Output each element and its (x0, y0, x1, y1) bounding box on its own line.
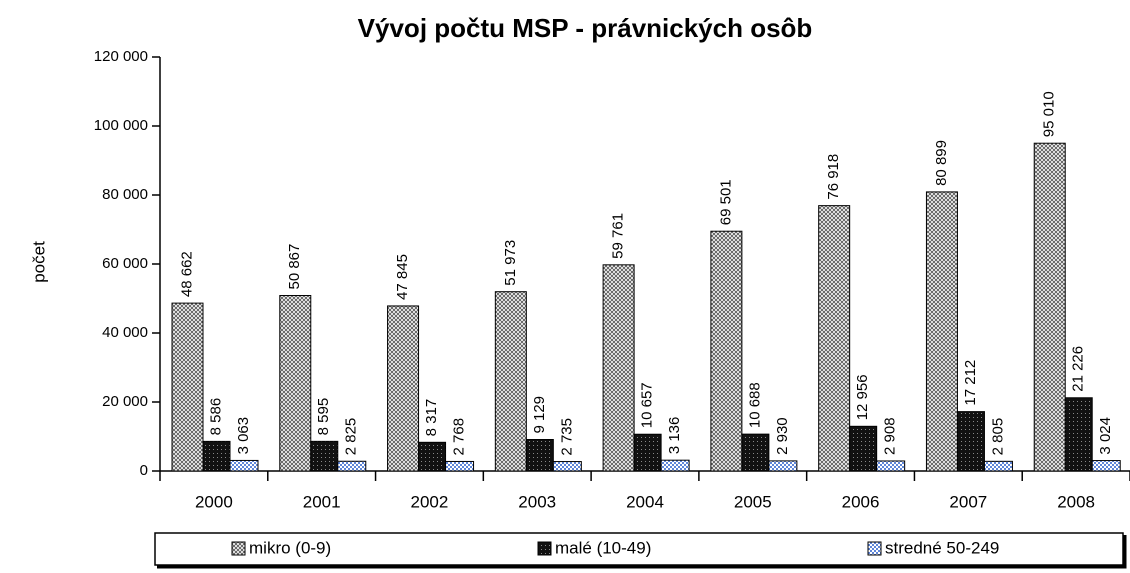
y-tick-label: 100 000 (94, 117, 148, 134)
bar (279, 295, 312, 472)
value-label: 47 845 (394, 254, 411, 300)
value-label: 3 063 (235, 417, 252, 455)
x-tick-label: 2003 (518, 492, 556, 511)
bar (1064, 397, 1093, 472)
bar (171, 302, 204, 472)
x-tick-label: 2007 (949, 492, 987, 511)
bar (925, 191, 958, 472)
value-label: 10 688 (746, 382, 763, 428)
bar (660, 459, 690, 472)
value-label: 95 010 (1041, 91, 1058, 137)
value-label: 8 317 (423, 399, 440, 437)
value-label: 2 735 (558, 418, 575, 456)
y-tick-label: 40 000 (102, 324, 148, 341)
value-label: 12 956 (854, 374, 871, 420)
x-tick-label: 2006 (842, 492, 880, 511)
value-label: 59 761 (610, 213, 627, 259)
bar (310, 440, 339, 472)
value-label: 3 136 (666, 417, 683, 455)
bar (818, 205, 851, 472)
value-label: 17 212 (962, 360, 979, 406)
bar (741, 433, 770, 472)
bar (633, 433, 662, 472)
value-label: 76 918 (825, 154, 842, 200)
x-tick-label: 2004 (626, 492, 664, 511)
value-label: 21 226 (1070, 346, 1087, 392)
bar (983, 460, 1013, 472)
x-tick-label: 2008 (1057, 492, 1095, 511)
value-label: 69 501 (717, 179, 734, 225)
bar (602, 264, 635, 472)
value-label: 48 662 (178, 251, 195, 297)
bar (445, 460, 475, 472)
x-tick-label: 2001 (303, 492, 341, 511)
bar (849, 425, 878, 472)
value-label: 50 867 (286, 244, 303, 290)
bar (202, 440, 231, 472)
value-label: 2 908 (882, 417, 899, 455)
bar (768, 460, 798, 472)
legend-label: stredné 50-249 (885, 538, 999, 557)
y-axis-label: počet (29, 241, 48, 283)
bar (1033, 142, 1066, 472)
bar (710, 230, 743, 472)
legend-label: malé (10-49) (555, 538, 651, 557)
value-label: 2 805 (989, 418, 1006, 456)
value-label: 9 129 (531, 396, 548, 434)
y-tick-label: 0 (140, 462, 148, 479)
legend-label: mikro (0-9) (249, 538, 331, 557)
y-tick-label: 20 000 (102, 393, 148, 410)
bar (1091, 460, 1121, 472)
legend-box (154, 532, 1124, 566)
bar (552, 461, 582, 472)
legend-shadow (157, 535, 1127, 569)
value-label: 80 899 (933, 140, 950, 186)
bar (387, 305, 420, 472)
y-tick-label: 60 000 (102, 255, 148, 272)
chart-title: Vývoj počtu MSP - právnických osôb (358, 13, 813, 43)
x-tick-label: 2002 (411, 492, 449, 511)
legend-swatch (867, 541, 882, 556)
y-tick-label: 80 000 (102, 186, 148, 203)
bar (229, 459, 259, 472)
value-label: 10 657 (639, 382, 656, 428)
x-tick-label: 2005 (734, 492, 772, 511)
bar (494, 291, 527, 472)
value-label: 2 930 (774, 417, 791, 455)
bar (956, 411, 985, 472)
value-label: 2 768 (451, 418, 468, 456)
x-tick-label: 2000 (195, 492, 233, 511)
value-label: 8 595 (315, 398, 332, 436)
bar (525, 439, 554, 472)
legend-swatch (537, 541, 552, 556)
value-label: 3 024 (1097, 417, 1114, 455)
value-label: 8 586 (207, 398, 224, 436)
bar (876, 460, 906, 472)
value-label: 51 973 (502, 240, 519, 286)
y-tick-label: 120 000 (94, 48, 148, 65)
bar (418, 441, 447, 472)
value-label: 2 825 (343, 418, 360, 456)
bar (337, 460, 367, 472)
legend-swatch (231, 541, 246, 556)
